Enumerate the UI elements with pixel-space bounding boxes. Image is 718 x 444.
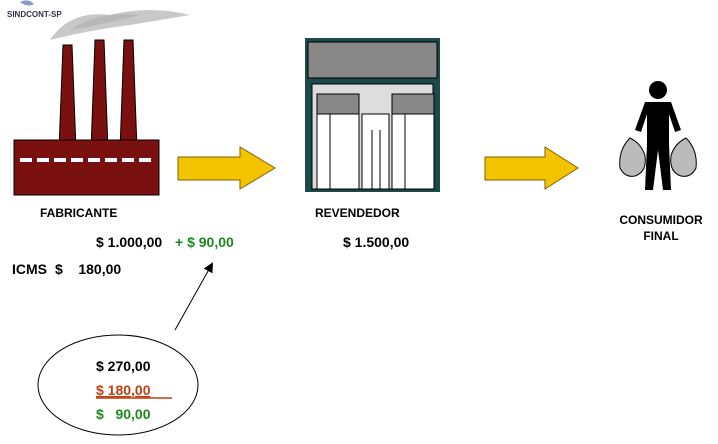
factory-icon: [14, 10, 190, 195]
pointer-line: [175, 264, 212, 330]
price: $ 1.000,00: [96, 234, 162, 250]
node-label: CONSUMIDOR: [619, 213, 703, 227]
node-label: REVENDEDOR: [315, 206, 400, 220]
callout-minus: $ 180,00: [96, 382, 151, 398]
tax-label: ICMS: [12, 261, 47, 277]
price: $ 1.500,00: [343, 234, 409, 250]
store-icon: [305, 38, 440, 192]
flow-arrow: [178, 147, 275, 189]
added-value: + $ 90,00: [175, 234, 234, 250]
tax-value: $ 180,00: [55, 261, 121, 277]
callout-total: $ 270,00: [96, 358, 151, 374]
node-label: FABRICANTE: [40, 206, 117, 220]
page: {"logo": "SINDCONT-SP", "nodes": [ {"lab…: [0, 0, 718, 444]
flow-arrow: [485, 147, 578, 189]
consumer-icon: [620, 81, 697, 190]
diagram: SINDCONT-SP FABRICANTE $ 1.000,00: [0, 0, 718, 444]
logo-text: SINDCONT-SP: [7, 10, 62, 19]
node-label: FINAL: [643, 229, 678, 243]
logo: SINDCONT-SP: [7, 0, 62, 19]
callout-result: $ 90,00: [96, 406, 151, 422]
